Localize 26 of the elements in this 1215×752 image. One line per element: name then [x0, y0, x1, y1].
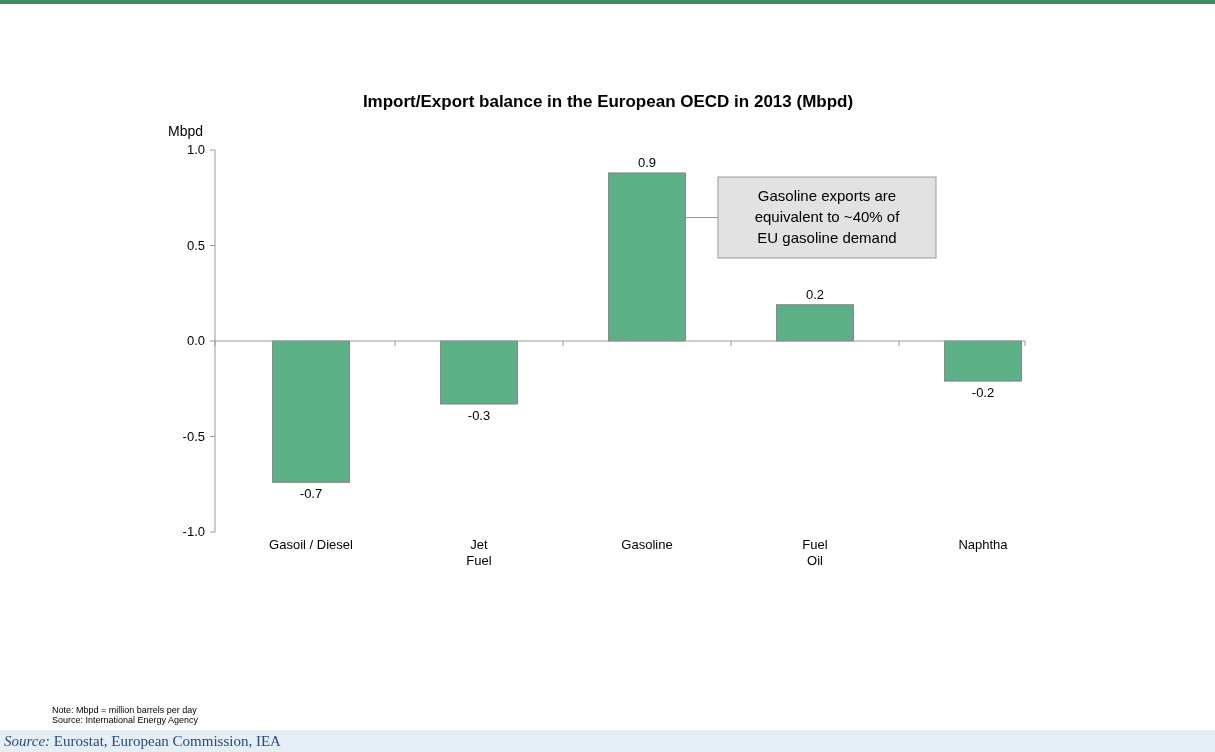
- source-note: Source: Eurostat, European Commission, IEA: [4, 733, 282, 749]
- data-label: 0.2: [805, 286, 825, 302]
- x-tick-label: Jet Fuel: [466, 537, 492, 568]
- text: Note: Mbpd = million barrels per day: [52, 705, 198, 715]
- data-label: -0.7: [299, 486, 323, 502]
- chart-title: Import/Export balance in the European OECD in 2013 (Mbpd): [362, 92, 854, 111]
- y-tick-label: 0.0: [186, 333, 205, 348]
- x-tick-label: Gasoline: [621, 537, 673, 552]
- y-tick-label: -0.5: [182, 428, 205, 444]
- y-tick-label: -1.0: [182, 524, 205, 539]
- y-tick-label: 1.0: [186, 142, 205, 157]
- bar: [272, 340, 350, 483]
- bar: [776, 304, 854, 342]
- x-tick-label: Fuel Oil: [802, 537, 828, 568]
- bar: [440, 340, 518, 405]
- bar: [944, 340, 1022, 382]
- y-axis-title: Mbpd: [168, 123, 204, 139]
- annotation: Gasoline exports are equivalent to ~40% of EU gasoline demand: [754, 187, 901, 246]
- data-label: 0.9: [637, 154, 657, 170]
- data-label: -0.2: [971, 385, 995, 401]
- source-note: Source: International Energy Agency: [52, 715, 199, 725]
- x-tick-label: Gasoil / Diesel: [269, 537, 354, 552]
- data-label: -0.3: [467, 408, 491, 424]
- x-tick-label: Naphtha: [958, 537, 1009, 552]
- bar: [608, 172, 686, 342]
- y-tick-label: 0.5: [186, 237, 205, 253]
